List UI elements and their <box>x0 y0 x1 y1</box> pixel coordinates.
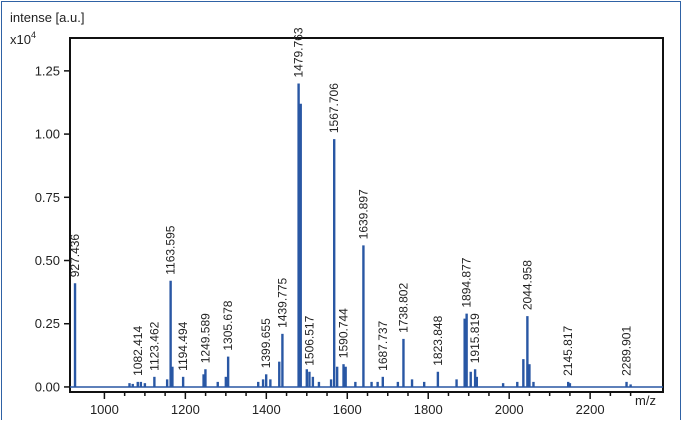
peak-label: 927.436 <box>68 234 82 278</box>
x-axis-label: m/z <box>635 393 656 408</box>
peak-label: 1506.517 <box>302 315 316 365</box>
peak-label: 1123.462 <box>147 321 161 370</box>
peak-label: 1823.848 <box>431 315 445 365</box>
peak-label: 1738.802 <box>396 283 410 333</box>
y-axis-multiplier-base: x10 <box>10 32 31 47</box>
y-axis-multiplier: x104 <box>10 30 36 47</box>
peak-label: 1639.897 <box>356 189 370 239</box>
x-tick-label: 1000 <box>90 402 119 417</box>
y-tick-label: 0.25 <box>35 316 60 331</box>
peak-label: 1894.877 <box>460 257 474 307</box>
peak-label: 1249.589 <box>198 313 212 363</box>
plot-area: 0.00 0.25 0.50 0.75 1.00 1.25 1000 1200 1400 1600… <box>35 27 664 417</box>
y-tick-label: 1.25 <box>35 63 60 78</box>
peak-label: 2145.817 <box>561 326 575 376</box>
peak-label: 2044.958 <box>520 260 534 310</box>
peak-label: 1305.678 <box>221 300 235 350</box>
peak-label: 1439.775 <box>275 277 289 327</box>
peak-label: 1399.655 <box>259 318 273 368</box>
peak-label: 1590.744 <box>337 308 351 358</box>
x-tick-label: 2200 <box>576 402 605 417</box>
peak-label: 2289.901 <box>620 326 634 376</box>
plot-border <box>69 37 664 393</box>
y-axis-multiplier-exponent: 4 <box>31 30 36 40</box>
x-tick-label: 1400 <box>252 402 281 417</box>
y-axis-label: intense [a.u.] <box>10 10 84 25</box>
y-tick-label: 1.00 <box>35 127 60 142</box>
x-tick-label: 2000 <box>495 402 524 417</box>
peak-label: 1687.737 <box>376 320 390 370</box>
y-tick-label: 0.00 <box>35 379 60 394</box>
x-tick-label: 1200 <box>171 402 200 417</box>
y-tick-label: 0.50 <box>35 253 60 268</box>
peak-label: 1567.706 <box>327 83 341 133</box>
peak-label: 1082.414 <box>131 326 145 376</box>
y-tick-label: 0.75 <box>35 190 60 205</box>
x-tick-label: 1600 <box>333 402 362 417</box>
peak-label: 1163.595 <box>164 225 178 274</box>
peak-label: 1915.819 <box>468 313 482 363</box>
peak-label: 1479.763 <box>292 27 306 77</box>
x-tick-label: 1800 <box>414 402 443 417</box>
peak-label: 1194.494 <box>176 321 190 370</box>
